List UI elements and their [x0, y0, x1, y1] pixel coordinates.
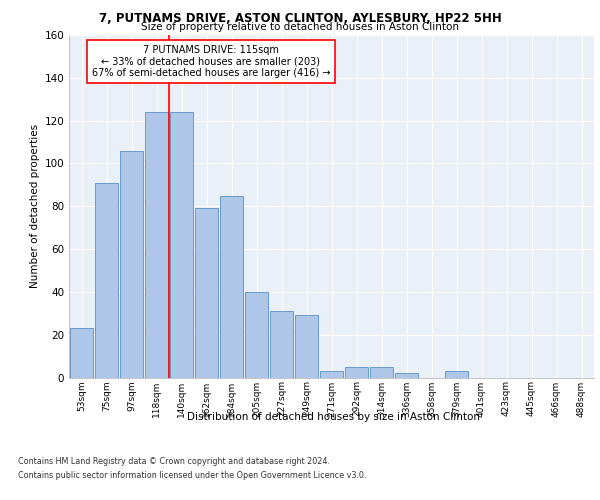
Bar — [95, 182, 118, 378]
Bar — [344, 367, 368, 378]
Text: Distribution of detached houses by size in Aston Clinton: Distribution of detached houses by size … — [187, 412, 479, 422]
Bar — [445, 371, 469, 378]
Bar — [395, 373, 418, 378]
Bar — [145, 112, 169, 378]
Bar — [245, 292, 268, 378]
Bar — [320, 371, 343, 378]
Text: Contains public sector information licensed under the Open Government Licence v3: Contains public sector information licen… — [18, 471, 367, 480]
Bar — [370, 367, 394, 378]
Bar — [194, 208, 218, 378]
Text: 7, PUTNAMS DRIVE, ASTON CLINTON, AYLESBURY, HP22 5HH: 7, PUTNAMS DRIVE, ASTON CLINTON, AYLESBU… — [98, 12, 502, 26]
Bar — [70, 328, 94, 378]
Bar — [269, 311, 293, 378]
Bar — [170, 112, 193, 378]
Y-axis label: Number of detached properties: Number of detached properties — [30, 124, 40, 288]
Bar — [295, 316, 319, 378]
Bar — [220, 196, 244, 378]
Text: 7 PUTNAMS DRIVE: 115sqm
← 33% of detached houses are smaller (203)
67% of semi-d: 7 PUTNAMS DRIVE: 115sqm ← 33% of detache… — [91, 46, 330, 78]
Text: Contains HM Land Registry data © Crown copyright and database right 2024.: Contains HM Land Registry data © Crown c… — [18, 457, 330, 466]
Text: Size of property relative to detached houses in Aston Clinton: Size of property relative to detached ho… — [141, 22, 459, 32]
Bar — [119, 150, 143, 378]
